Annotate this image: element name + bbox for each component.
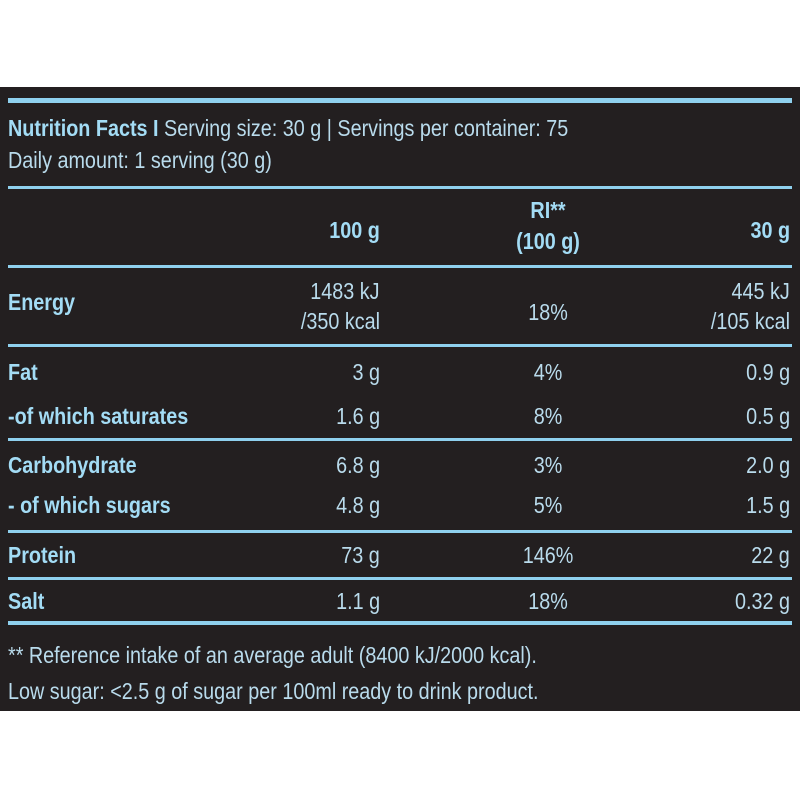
serving-info: Serving size: 30 g | Servings per contai… [158, 115, 569, 141]
divider [8, 344, 792, 347]
divider [8, 265, 792, 268]
col-header-100g: 100 g [329, 217, 380, 243]
energy-ri: 18% [528, 299, 568, 325]
sugars-serving: 1.5 g [746, 492, 790, 518]
divider [8, 186, 792, 189]
divider [8, 438, 792, 441]
salt-ri: 18% [528, 588, 568, 614]
title-line: Nutrition Facts I Serving size: 30 g | S… [8, 114, 568, 142]
row-label-sugars: - of which sugars [8, 492, 171, 518]
divider [8, 98, 792, 103]
energy-100g-kj: 1483 kJ [310, 278, 380, 304]
protein-100g: 73 g [341, 542, 380, 568]
saturates-ri: 8% [533, 403, 563, 429]
reference-intake-note: ** Reference intake of an average adult … [8, 642, 537, 668]
nutrition-facts-panel [0, 87, 800, 711]
daily-amount: Daily amount: 1 serving (30 g) [8, 147, 272, 173]
low-sugar-note: Low sugar: <2.5 g of sugar per 100ml rea… [8, 678, 539, 704]
fat-100g: 3 g [352, 359, 380, 385]
protein-ri: 146% [522, 542, 574, 568]
fat-ri: 4% [533, 359, 563, 385]
row-label-salt: Salt [8, 588, 45, 614]
divider [8, 621, 792, 625]
saturates-serving: 0.5 g [746, 403, 790, 429]
row-label-saturates: -of which saturates [8, 403, 189, 429]
carbohydrate-ri: 3% [533, 452, 563, 478]
sugars-100g: 4.8 g [336, 492, 380, 518]
fat-serving: 0.9 g [746, 359, 790, 385]
col-header-ri-line2: (100 g) [516, 228, 580, 254]
row-label-protein: Protein [8, 542, 77, 568]
col-header-serving: 30 g [750, 217, 790, 243]
carbohydrate-serving: 2.0 g [746, 452, 790, 478]
salt-100g: 1.1 g [336, 588, 380, 614]
row-label-fat: Fat [8, 359, 38, 385]
carbohydrate-100g: 6.8 g [336, 452, 380, 478]
col-header-ri-line1: RI** [530, 197, 566, 223]
energy-serving-kj: 445 kJ [731, 278, 790, 304]
row-label-carbohydrate: Carbohydrate [8, 452, 137, 478]
divider [8, 577, 792, 580]
divider [8, 530, 792, 533]
energy-serving-kcal: /105 kcal [710, 308, 790, 334]
title: Nutrition Facts I [8, 115, 159, 141]
sugars-ri: 5% [533, 492, 563, 518]
row-label-energy: Energy [8, 289, 76, 315]
protein-serving: 22 g [751, 542, 790, 568]
saturates-100g: 1.6 g [336, 403, 380, 429]
energy-100g-kcal: /350 kcal [300, 308, 380, 334]
salt-serving: 0.32 g [735, 588, 790, 614]
